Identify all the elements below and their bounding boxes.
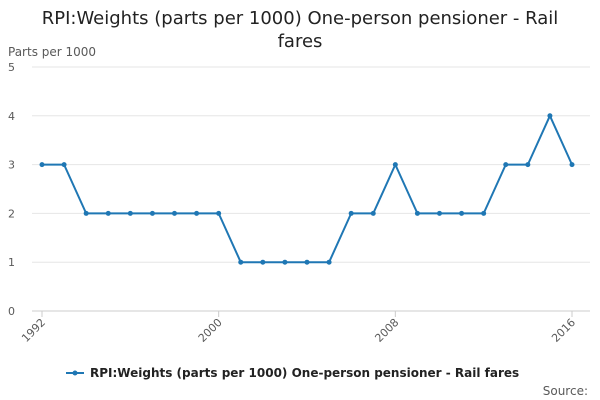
- data-point[interactable]: [414, 210, 420, 216]
- data-point[interactable]: [437, 210, 442, 216]
- y-tick-label: 3: [8, 159, 15, 172]
- data-point[interactable]: [194, 210, 200, 216]
- y-tick-label: 2: [8, 207, 15, 220]
- y-tick-label: 5: [8, 61, 15, 74]
- data-point[interactable]: [172, 210, 177, 216]
- data-point[interactable]: [282, 259, 288, 265]
- data-point[interactable]: [547, 113, 553, 119]
- data-point[interactable]: [39, 162, 45, 168]
- x-tick-label: 1992: [19, 316, 48, 345]
- data-point[interactable]: [83, 210, 89, 216]
- legend: RPI:Weights (parts per 1000) One-person …: [66, 366, 519, 380]
- data-point[interactable]: [348, 210, 354, 216]
- legend-dot-marker: [72, 370, 78, 376]
- data-point[interactable]: [238, 259, 244, 265]
- data-point[interactable]: [569, 162, 575, 168]
- data-point[interactable]: [260, 259, 266, 265]
- y-tick-label: 4: [8, 110, 15, 123]
- series-line: [42, 114, 573, 264]
- chart-title-line: RPI:Weights (parts per 1000) One-person …: [42, 8, 559, 29]
- x-tick-label: 2008: [372, 316, 401, 345]
- chart-title-line: fares: [278, 31, 323, 52]
- data-point[interactable]: [459, 210, 465, 216]
- data-point[interactable]: [503, 162, 509, 168]
- data-point[interactable]: [105, 210, 111, 216]
- data-point[interactable]: [127, 210, 133, 216]
- y-tick-label: 0: [8, 305, 15, 318]
- y-axis-ticks: 0 1 2 3 4 5: [8, 61, 15, 318]
- x-tick-label: 2000: [196, 316, 225, 345]
- data-point[interactable]: [370, 210, 376, 216]
- source-label[interactable]: Source:: [543, 384, 588, 398]
- x-axis-ticks: 1992 2000 2008 2016: [19, 311, 578, 345]
- series-group: [39, 113, 575, 265]
- gridlines: [32, 66, 590, 312]
- data-point[interactable]: [481, 210, 487, 216]
- data-point[interactable]: [304, 259, 310, 265]
- data-point[interactable]: [525, 162, 531, 168]
- data-point[interactable]: [392, 162, 398, 168]
- x-tick-label: 2016: [549, 316, 578, 345]
- data-point[interactable]: [149, 210, 155, 216]
- data-point[interactable]: [326, 259, 332, 265]
- y-axis-label: Parts per 1000: [8, 45, 96, 59]
- legend-entry-label: RPI:Weights (parts per 1000) One-person …: [90, 366, 519, 380]
- data-point[interactable]: [216, 210, 222, 216]
- data-point[interactable]: [61, 162, 67, 168]
- y-tick-label: 1: [8, 256, 15, 269]
- chart-title: RPI:Weights (parts per 1000) One-person …: [42, 8, 559, 52]
